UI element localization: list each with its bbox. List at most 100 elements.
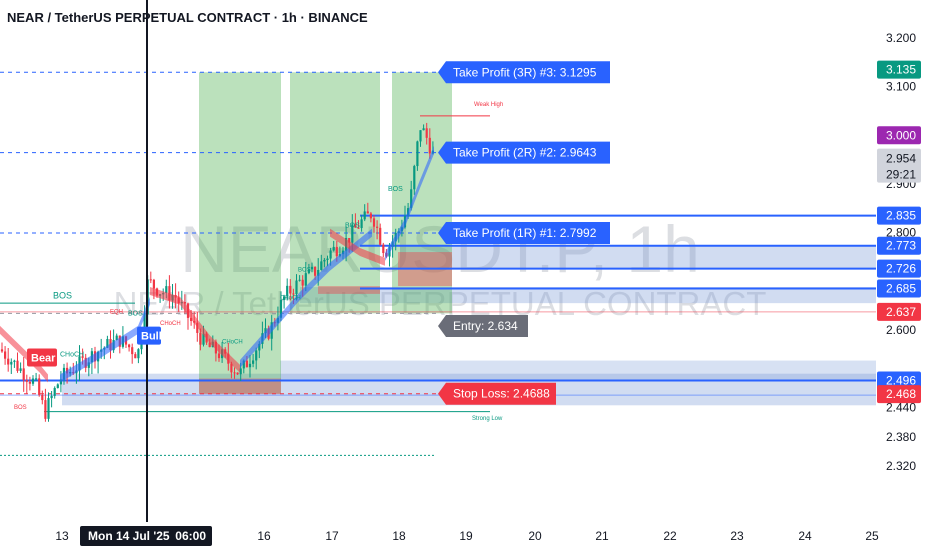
candle: [357, 227, 360, 229]
loss-zone: [199, 378, 281, 395]
time-cursor-time: 06:00: [175, 529, 206, 543]
candle: [242, 360, 245, 369]
candle: [128, 344, 131, 348]
candle: [252, 360, 255, 364]
candle: [279, 299, 283, 318]
y-tick-label: 3.100: [886, 80, 916, 94]
candle: [53, 387, 56, 396]
candle: [304, 273, 307, 286]
y-tick-label: 2.800: [886, 226, 916, 240]
current-price-tag[interactable]: [877, 148, 921, 183]
candle: [419, 130, 422, 142]
price-tag[interactable]: [877, 302, 921, 321]
candle: [307, 269, 310, 274]
candle: [428, 137, 431, 154]
candle: [115, 335, 118, 341]
candle: [87, 362, 90, 368]
profit-zone: [392, 72, 452, 314]
time-cursor-tag[interactable]: [80, 526, 212, 546]
watermark-symbol: NEARUSDT.P, 1h: [180, 212, 700, 286]
y-tick-label: 2.380: [886, 430, 916, 444]
price-tag-text: 2.726: [886, 262, 916, 276]
x-tick-label: 17: [325, 529, 339, 543]
trade-label-text: Stop Loss: 2.4688: [453, 387, 550, 401]
candle: [289, 285, 292, 294]
trend-ribbon: [150, 286, 240, 373]
structure-label: CHoCH: [60, 352, 84, 359]
x-tick-label: 23: [730, 529, 744, 543]
price-tag-text: 2.835: [886, 209, 916, 223]
price-tag-text: 2.468: [886, 387, 916, 401]
trend-ribbon: [385, 145, 434, 261]
price-tag[interactable]: [877, 206, 921, 225]
supply-zone: [400, 245, 876, 269]
candle: [326, 258, 329, 260]
y-tick-label: 2.440: [886, 401, 916, 415]
price-tag[interactable]: [877, 259, 921, 278]
candle: [196, 322, 199, 333]
candle: [382, 244, 385, 254]
candle: [199, 332, 202, 345]
trend-ribbon: [60, 296, 150, 383]
price-tag[interactable]: [877, 236, 921, 255]
candle: [19, 368, 22, 371]
price-tag[interactable]: [877, 126, 921, 145]
candle: [351, 224, 354, 243]
structure-label: Strong Low: [472, 416, 503, 422]
price-tag[interactable]: [877, 371, 921, 390]
candle: [131, 347, 134, 355]
candle: [335, 246, 338, 257]
x-tick-label: 25: [865, 529, 879, 543]
candle: [28, 381, 31, 384]
candle: [16, 360, 19, 371]
annotations-layer: Weak High Strong Low Bear Bull BOS BOS BOS BOS B…: [14, 102, 503, 422]
trade-callout[interactable]: [438, 315, 528, 338]
trade-label-text: Take Profit (2R) #2: 2.9643: [453, 146, 597, 160]
candle: [413, 166, 416, 190]
candle: [143, 314, 146, 336]
trade-callout[interactable]: [438, 382, 556, 405]
candle: [416, 141, 419, 167]
candle: [372, 218, 376, 227]
candle: [38, 378, 41, 395]
candle: [233, 372, 236, 374]
candle: [208, 342, 211, 348]
candle: [230, 363, 233, 373]
candle: [152, 279, 155, 289]
candle: [35, 378, 38, 380]
trade-callout[interactable]: [438, 61, 610, 84]
price-tag-text: 2.773: [886, 239, 916, 253]
structure-label: BOS: [53, 290, 72, 300]
price-tag[interactable]: [877, 385, 921, 404]
price-axis[interactable]: 3.2003.1003.0002.9002.8002.6002.4402.380…: [877, 31, 921, 473]
candle: [44, 400, 47, 419]
candle: [410, 189, 413, 209]
price-tag[interactable]: [877, 60, 921, 79]
trade-callout[interactable]: [438, 141, 610, 164]
candle: [363, 211, 366, 220]
price-tag[interactable]: [877, 279, 921, 298]
candle: [332, 246, 335, 251]
time-axis[interactable]: 13 Mon 14 Jul '25 06:00 16 17 18 19 20 21 22 23 24 2…: [55, 526, 879, 546]
candle: [264, 328, 267, 334]
candle: [202, 333, 205, 345]
trade-label-text: Take Profit (3R) #3: 3.1295: [453, 65, 597, 79]
candle: [183, 301, 186, 304]
candle: [292, 293, 295, 295]
y-tick-label: 2.600: [886, 323, 916, 337]
candle: [320, 261, 323, 270]
profit-zone: [290, 72, 380, 314]
structure-label: BOS: [14, 405, 27, 411]
price-tag-text: 2.496: [886, 373, 916, 387]
trend-ribbon: [0, 325, 48, 383]
candle: [190, 317, 193, 322]
structure-label: Weak High: [474, 102, 503, 108]
candle: [283, 296, 286, 300]
y-tick-label: 2.320: [886, 459, 916, 473]
x-tick-label: 19: [459, 529, 473, 543]
price-tag-text: 2.637: [886, 305, 916, 319]
candle: [134, 354, 137, 359]
trade-callout[interactable]: [438, 221, 610, 244]
